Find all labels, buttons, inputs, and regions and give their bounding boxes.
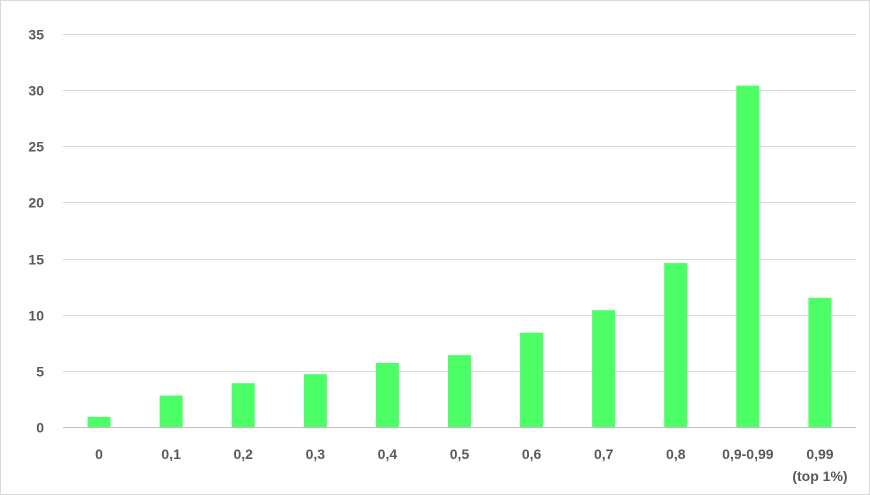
bar — [231, 383, 255, 427]
bar — [664, 263, 688, 427]
x-tick-label-line: 0,4 — [378, 446, 398, 462]
x-tick-label: 0,99 (top 1%) — [792, 446, 847, 484]
x-tick-label-line: 0,7 — [594, 446, 614, 462]
bar — [736, 85, 760, 427]
x-tick-label-line: 0,5 — [450, 446, 470, 462]
x-tick-label: 0 — [95, 446, 103, 462]
x-tick-label-line: 0,99 — [806, 446, 833, 462]
bar — [808, 297, 832, 427]
x-tick-label: 0,1 — [161, 446, 181, 462]
x-axis-tick-labels: 0 0,1 0,2 0,3 0,4 0,5 0,6 0,7 0,8 0,9-0,99 0,99 (to… — [95, 446, 847, 484]
bar — [592, 310, 616, 427]
x-tick-label: 0,6 — [522, 446, 542, 462]
bar — [303, 374, 327, 427]
x-tick-label: 0,5 — [450, 446, 470, 462]
x-tick-label: 0,7 — [594, 446, 614, 462]
x-tick-label-line: 0,3 — [306, 446, 326, 462]
x-tick-label-line: 0,9-0,99 — [722, 446, 774, 462]
x-tick-label-line: 0,6 — [522, 446, 542, 462]
x-tick-label: 0,8 — [666, 446, 686, 462]
gridlines — [63, 34, 856, 372]
x-tick-label-line: 0,2 — [233, 446, 253, 462]
y-tick-label: 10 — [28, 308, 44, 324]
y-tick-label: 15 — [28, 252, 44, 268]
bar — [87, 416, 111, 427]
y-tick-label: 20 — [28, 195, 44, 211]
x-tick-label: 0,3 — [306, 446, 326, 462]
x-tick-label: 0,2 — [233, 446, 253, 462]
bars — [87, 85, 832, 427]
bar — [520, 332, 544, 427]
x-tick-label-line: 0,1 — [161, 446, 181, 462]
y-tick-label: 35 — [28, 27, 44, 43]
x-tick-label-line: 0,8 — [666, 446, 686, 462]
bar — [159, 395, 183, 427]
y-tick-label: 30 — [28, 83, 44, 99]
x-tick-label-line: 0 — [95, 446, 103, 462]
bar — [447, 355, 472, 427]
bar — [375, 362, 399, 427]
x-tick-label: 0,9-0,99 — [722, 446, 774, 462]
x-tick-label-line: (top 1%) — [792, 468, 847, 484]
y-tick-label: 25 — [28, 139, 44, 155]
y-axis-tick-labels: 0 5 10 15 20 25 30 35 — [28, 27, 44, 436]
y-tick-label: 0 — [36, 420, 44, 436]
y-tick-label: 5 — [36, 364, 44, 380]
x-tick-label: 0,4 — [378, 446, 398, 462]
